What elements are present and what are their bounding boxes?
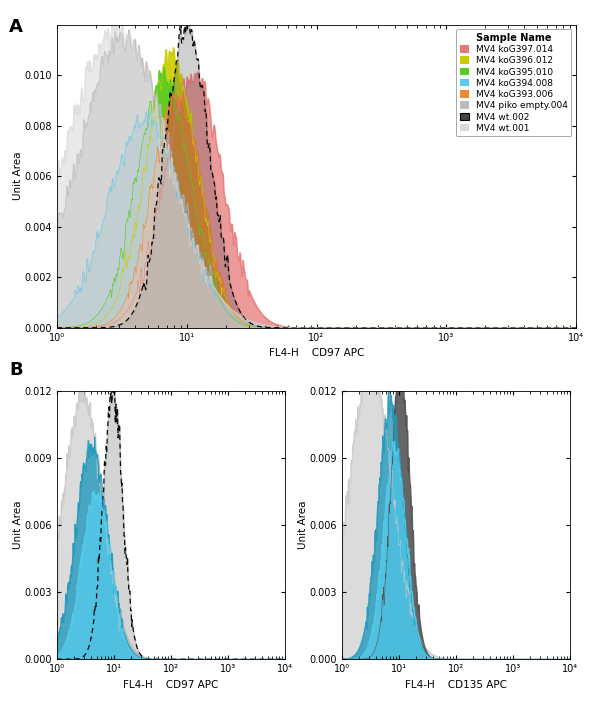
Y-axis label: Unit Area: Unit Area — [13, 152, 23, 200]
X-axis label: FL4-H    CD97 APC: FL4-H CD97 APC — [269, 348, 364, 358]
X-axis label: FL4-H    CD97 APC: FL4-H CD97 APC — [124, 680, 218, 689]
X-axis label: FL4-H    CD135 APC: FL4-H CD135 APC — [405, 680, 507, 689]
Text: B: B — [9, 361, 23, 379]
Y-axis label: Unit Area: Unit Area — [13, 501, 23, 549]
Text: A: A — [9, 18, 23, 36]
Legend: MV4 koG397.014, MV4 koG396.012, MV4 koG395.010, MV4 koG394.008, MV4 koG393.006, : MV4 koG397.014, MV4 koG396.012, MV4 koG3… — [456, 29, 571, 137]
Y-axis label: Unit Area: Unit Area — [298, 501, 308, 549]
